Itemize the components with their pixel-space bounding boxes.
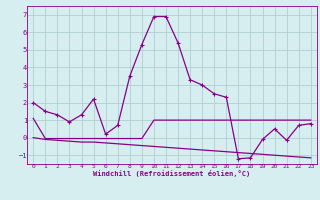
X-axis label: Windchill (Refroidissement éolien,°C): Windchill (Refroidissement éolien,°C) (93, 170, 251, 177)
